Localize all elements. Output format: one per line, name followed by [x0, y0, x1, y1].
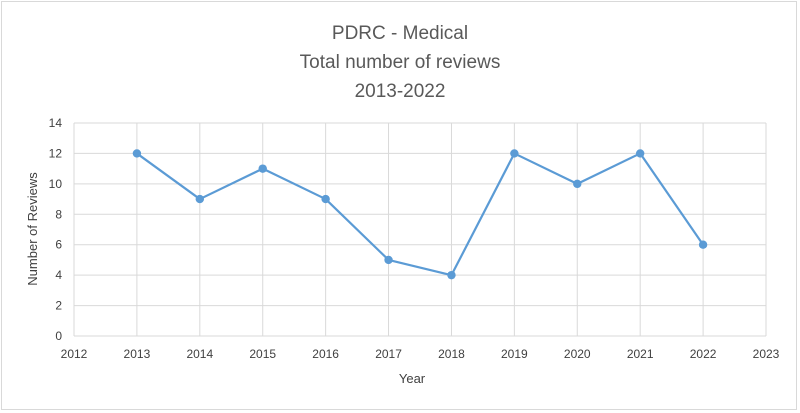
data-point-2013 — [132, 149, 142, 158]
data-point-2014 — [195, 194, 205, 204]
y-tick-label: 4 — [55, 268, 62, 282]
series-group — [132, 149, 708, 280]
chart-title: PDRC - Medical Total number of reviews 2… — [300, 23, 501, 102]
x-tick-label: 2016 — [312, 347, 339, 361]
x-tick-label: 2018 — [438, 347, 465, 361]
y-tick-label: 2 — [55, 299, 62, 313]
chart-title-line-2: Total number of reviews — [300, 52, 501, 73]
y-tick-label: 14 — [49, 116, 63, 130]
y-axis-label: Number of Reviews — [25, 172, 40, 286]
grid-lines — [73, 122, 767, 337]
x-tick-label: 2015 — [249, 347, 276, 361]
data-point-2020 — [573, 179, 582, 189]
x-axis-label: Year — [399, 371, 426, 386]
chart-title-line-1: PDRC - Medical — [332, 23, 468, 44]
data-point-2015 — [258, 164, 267, 173]
y-tick-label: 8 — [55, 207, 62, 221]
x-tick-label: 2023 — [753, 347, 780, 361]
x-tick-label: 2017 — [375, 347, 402, 361]
data-point-2017 — [384, 255, 393, 265]
y-tick-label: 0 — [55, 329, 62, 343]
x-axis-ticks: 2012 2013 2014 2015 2016 2017 2018 2019 2020 2021… — [61, 347, 780, 361]
x-tick-label: 2014 — [186, 347, 213, 361]
data-point-2018 — [447, 270, 456, 280]
y-axis-ticks: 0 2 4 6 8 10 12 14 — [49, 116, 63, 343]
data-point-2022 — [698, 240, 708, 249]
data-point-2019 — [510, 149, 519, 158]
x-tick-label: 2022 — [690, 347, 717, 361]
x-tick-label: 2020 — [564, 347, 591, 361]
chart-title-line-3: 2013-2022 — [355, 81, 446, 102]
x-tick-label: 2012 — [61, 347, 88, 361]
x-tick-label: 2021 — [627, 347, 654, 361]
data-point-2021 — [635, 149, 645, 158]
series-line — [136, 152, 704, 277]
y-tick-label: 12 — [49, 146, 63, 160]
y-tick-label: 10 — [49, 177, 63, 191]
x-tick-label: 2013 — [124, 347, 151, 361]
x-tick-label: 2019 — [501, 347, 528, 361]
data-point-2016 — [321, 194, 330, 204]
y-tick-label: 6 — [55, 238, 62, 252]
